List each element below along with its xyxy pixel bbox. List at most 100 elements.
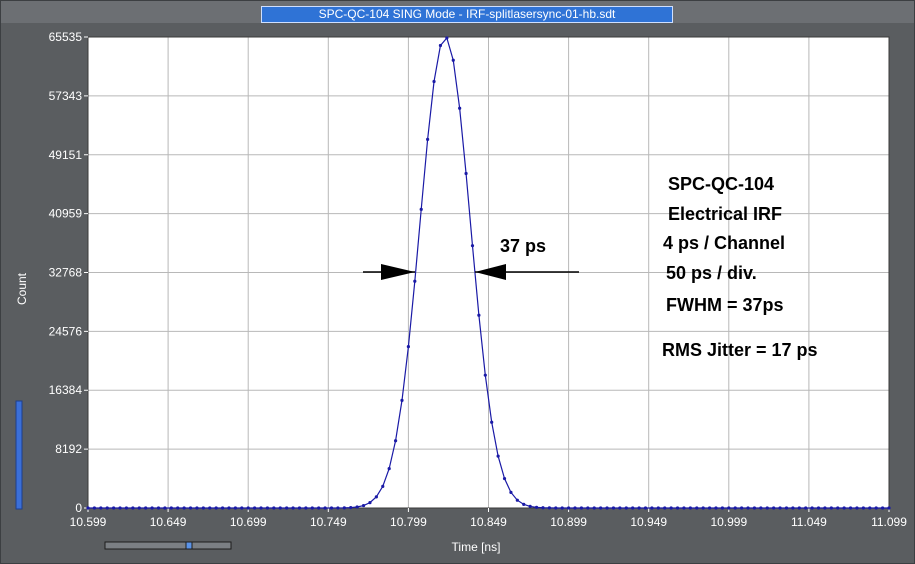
data-point — [502, 476, 507, 481]
info-line-jitter: RMS Jitter = 17 ps — [662, 340, 818, 360]
data-point — [848, 506, 853, 510]
title-bar: SPC-QC-104 SING Mode - IRF-splitlasersyn… — [1, 1, 914, 23]
data-point — [637, 506, 641, 510]
x-tick-label: 10.599 — [70, 515, 107, 529]
y-tick-label: 57343 — [49, 89, 83, 103]
data-point — [829, 506, 833, 510]
data-point — [772, 506, 776, 510]
x-tick-label: 10.749 — [310, 515, 347, 529]
info-line-fwhm: FWHM = 37ps — [666, 295, 784, 315]
y-tick-label: 16384 — [49, 383, 83, 397]
data-point — [105, 506, 109, 510]
data-point — [387, 466, 391, 471]
data-point — [765, 506, 769, 510]
data-point — [272, 506, 276, 510]
data-point — [605, 506, 609, 510]
data-point — [464, 171, 468, 176]
data-point — [534, 505, 539, 509]
data-point — [477, 313, 481, 317]
data-point — [727, 506, 731, 510]
data-point — [554, 506, 558, 510]
data-point — [714, 506, 718, 510]
data-point — [823, 506, 827, 510]
y-tick-label: 8192 — [55, 442, 82, 456]
data-point — [355, 505, 359, 509]
x-tick-label: 10.999 — [710, 515, 747, 529]
data-point — [195, 506, 199, 510]
y-axis-label: Count — [15, 272, 29, 305]
x-axis-label: Time [ns] — [452, 540, 501, 554]
y-tick-label: 49151 — [49, 148, 83, 162]
scrollbar-thumb[interactable] — [185, 541, 193, 550]
data-point — [656, 506, 660, 510]
x-tick-label: 10.849 — [470, 515, 507, 529]
tick-labels: 10.599 10.649 10.699 10.749 10.799 10.849 10.8… — [49, 30, 908, 529]
y-tick-label: 24576 — [49, 324, 83, 338]
data-point — [816, 506, 821, 510]
fwhm-arrowhead-right — [475, 264, 506, 280]
data-point — [150, 506, 154, 510]
data-point — [406, 345, 410, 349]
data-point — [265, 506, 270, 510]
data-point — [118, 506, 122, 510]
data-point — [432, 79, 436, 84]
data-point — [496, 454, 500, 458]
data-point — [419, 207, 423, 211]
data-point — [227, 506, 231, 510]
data-point — [810, 506, 814, 510]
data-point — [329, 506, 334, 510]
data-point — [573, 506, 577, 510]
data-point — [131, 506, 135, 510]
data-point — [278, 506, 282, 510]
data-point — [624, 506, 628, 510]
data-point — [804, 506, 808, 510]
data-point — [778, 506, 782, 510]
data-point — [643, 506, 648, 510]
data-point — [855, 506, 859, 510]
data-point — [445, 36, 449, 40]
data-point — [176, 506, 180, 510]
data-point — [874, 506, 878, 510]
irf-curve — [86, 36, 891, 510]
x-tick-label: 11.049 — [791, 515, 827, 529]
y-tick-label: 0 — [75, 501, 82, 515]
data-point — [528, 504, 532, 509]
data-point — [304, 506, 308, 510]
intensity-indicator-bar — [15, 400, 23, 510]
info-line-irf: Electrical IRF — [668, 204, 782, 224]
data-point — [393, 439, 398, 443]
data-point — [323, 506, 327, 510]
x-tick-label: 10.699 — [230, 515, 267, 529]
data-point — [144, 506, 148, 510]
data-point — [233, 506, 237, 510]
fwhm-arrowhead-left — [381, 264, 415, 280]
data-point — [291, 506, 295, 510]
data-point — [310, 506, 314, 510]
scrollbar-track[interactable] — [104, 541, 232, 550]
data-point — [560, 506, 564, 510]
data-point — [579, 506, 584, 510]
data-point — [246, 506, 250, 510]
data-point — [438, 43, 443, 48]
data-point — [842, 506, 846, 510]
data-point — [451, 58, 455, 62]
data-point — [650, 506, 654, 510]
horizontal-scrollbar[interactable] — [104, 541, 232, 550]
data-point — [163, 506, 167, 510]
data-point — [240, 506, 244, 510]
data-point — [631, 506, 635, 510]
data-point — [182, 506, 186, 510]
data-point — [336, 506, 340, 510]
data-point — [868, 506, 872, 510]
data-point — [688, 506, 692, 510]
data-point — [547, 506, 551, 510]
data-point — [169, 506, 173, 510]
data-point — [887, 506, 891, 510]
info-line-product: SPC-QC-104 — [668, 174, 774, 194]
data-point — [413, 279, 417, 283]
data-point — [746, 506, 750, 510]
data-point — [791, 506, 795, 510]
data-point — [86, 506, 90, 510]
data-point — [759, 506, 763, 510]
